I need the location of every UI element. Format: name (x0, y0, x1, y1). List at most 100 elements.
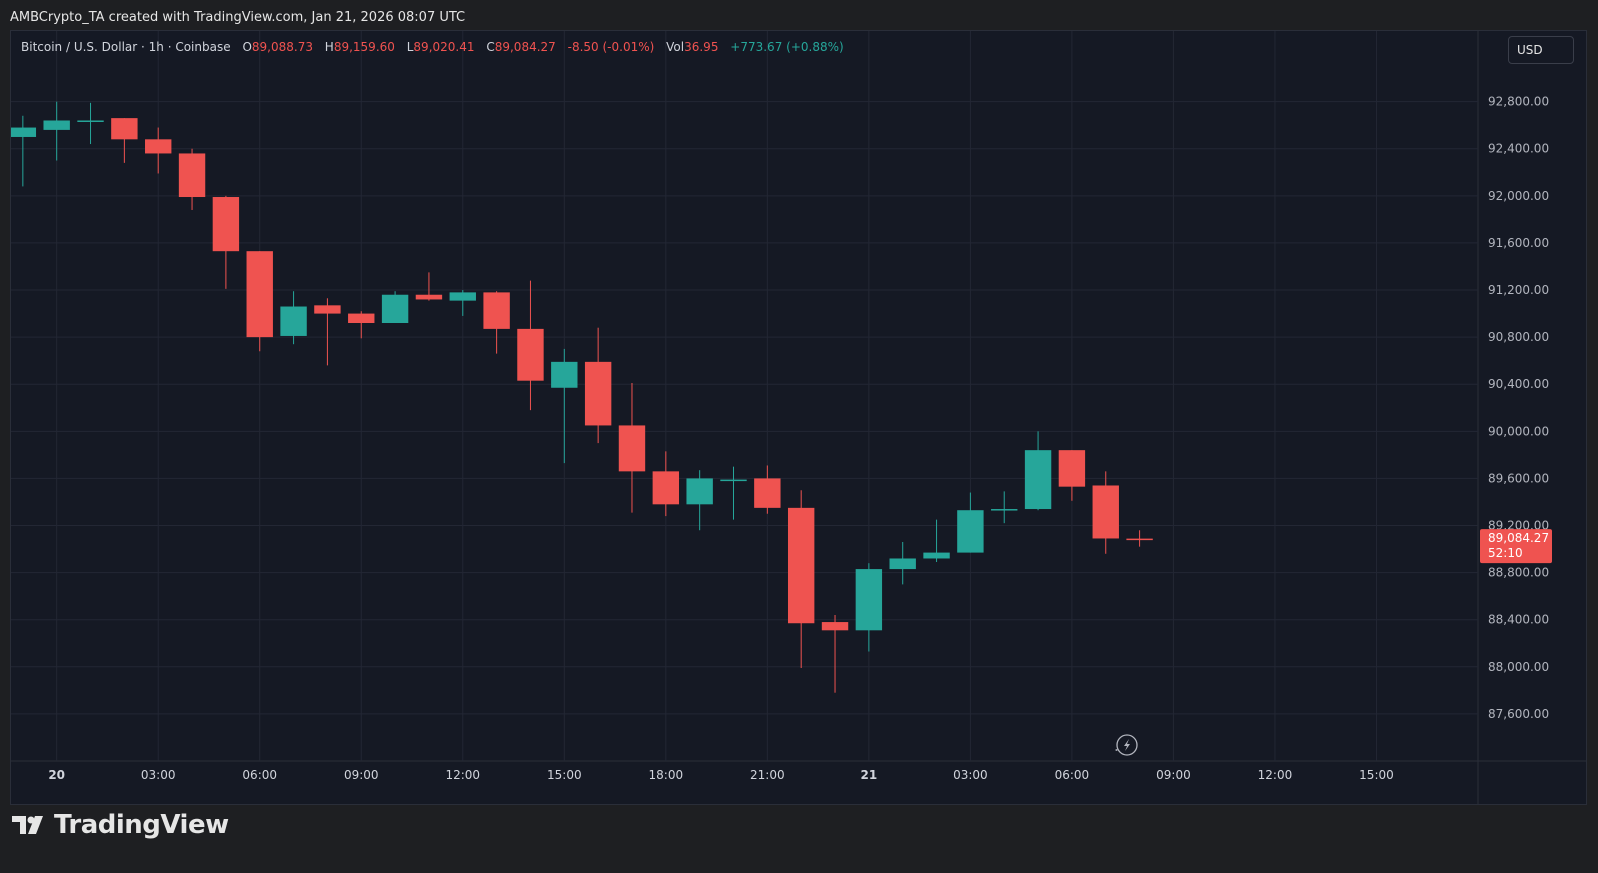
candle-body (381, 294, 409, 323)
price-tick-label: 92,800.00 (1488, 95, 1549, 109)
candle-body (517, 328, 544, 381)
low-value: 89,020.41 (413, 40, 475, 54)
time-axis[interactable]: 20 03:00 06:00 09:00 12:00 15:00 18:00 21:00 21 0… (48, 768, 1393, 782)
candle (855, 563, 883, 652)
close-label: C (486, 40, 495, 54)
volume-value: 36.95 (684, 40, 719, 54)
candle-body (855, 569, 883, 631)
candle (1058, 450, 1086, 501)
chart-attribution: AMBCrypto_TA created with TradingView.co… (10, 10, 466, 25)
candle (652, 451, 680, 517)
open-label: O (242, 40, 252, 54)
candle-body (77, 120, 104, 122)
candle-body (178, 153, 206, 198)
candle (517, 280, 544, 411)
price-tick-label: 92,400.00 (1488, 142, 1549, 156)
lightning-icon[interactable] (1115, 734, 1138, 756)
time-tick-label: 21:00 (750, 768, 785, 782)
price-tick-label: 90,400.00 (1488, 377, 1549, 391)
price-change: -8.50 (-0.01%) (567, 40, 655, 54)
candlestick-chart[interactable]: 87,600.00 88,000.00 88,400.00 88,800.00 89,2… (11, 31, 1587, 805)
low-label: L (406, 40, 414, 54)
candle (415, 272, 443, 301)
candle (754, 465, 781, 514)
time-tick-label: 09:00 (344, 768, 379, 782)
grid-lines (11, 31, 1586, 804)
last-price-box (1480, 529, 1552, 564)
candle-body (348, 313, 375, 323)
candle (584, 327, 612, 444)
price-tick-label: 91,200.00 (1488, 283, 1549, 297)
candle-body (111, 118, 138, 140)
last-price-value: 89,084.27 (1488, 531, 1549, 545)
candle-body (1126, 538, 1153, 541)
time-tick-label: 03:00 (953, 768, 988, 782)
time-tick-label: 12:00 (1258, 768, 1293, 782)
chart-panel[interactable]: 87,600.00 88,000.00 88,400.00 88,800.00 89,2… (10, 30, 1587, 805)
candle (178, 148, 206, 210)
time-tick-label: 06:00 (1055, 768, 1090, 782)
volume-label: Vol (666, 40, 685, 54)
candle (787, 490, 815, 668)
candle (449, 290, 476, 316)
candles (11, 101, 1153, 693)
candle-body (991, 509, 1018, 511)
time-tick-label: 15:00 (1359, 768, 1394, 782)
candle-body (618, 425, 646, 472)
price-tick-label: 90,800.00 (1488, 330, 1549, 344)
candle-body (923, 552, 950, 559)
candle-body (551, 361, 578, 388)
candle (720, 466, 747, 520)
candle (145, 127, 172, 174)
candle (1092, 471, 1119, 554)
time-tick-label: 12:00 (445, 768, 480, 782)
candle (43, 101, 70, 161)
high-value: 89,159.60 (333, 40, 395, 54)
open-value: 89,088.73 (251, 40, 313, 54)
symbol-legend: Bitcoin / U.S. Dollar · 1h · Coinbase O8… (21, 40, 844, 54)
currency-button[interactable]: USD (1508, 36, 1574, 64)
candle-body (314, 305, 341, 314)
time-tick-label: 03:00 (141, 768, 176, 782)
candle (212, 195, 240, 289)
candle (1126, 530, 1153, 547)
candle (77, 102, 104, 145)
time-tick-label: 21 (861, 768, 878, 782)
candle (280, 291, 307, 345)
candle (483, 291, 510, 354)
candle-body (1092, 485, 1119, 539)
price-axis[interactable]: 87,600.00 88,000.00 88,400.00 88,800.00 89,2… (1488, 95, 1549, 721)
tradingview-logo[interactable]: TradingView (12, 810, 229, 840)
candle-body (43, 120, 70, 130)
price-tick-label: 88,800.00 (1488, 566, 1549, 580)
candle (314, 298, 341, 366)
candle (11, 115, 37, 187)
candle-body (584, 361, 612, 426)
candle-body (483, 292, 510, 329)
price-tick-label: 91,600.00 (1488, 236, 1549, 250)
candle-body (11, 127, 37, 137)
volume-change: +773.67 (+0.88%) (730, 40, 844, 54)
symbol-name[interactable]: Bitcoin / U.S. Dollar · 1h · Coinbase (21, 40, 231, 54)
candle (1024, 431, 1052, 511)
time-tick-label: 15:00 (547, 768, 582, 782)
tradingview-logo-icon (12, 816, 43, 834)
candle-body (686, 478, 713, 505)
last-price-countdown: 52:10 (1488, 546, 1523, 560)
candle-body (246, 251, 273, 338)
brand-name: TradingView (54, 810, 229, 840)
candle (348, 311, 375, 339)
price-tick-label: 89,200.00 (1488, 519, 1549, 533)
time-tick-label: 09:00 (1156, 768, 1191, 782)
price-tick-label: 88,400.00 (1488, 613, 1549, 627)
candle-body (957, 510, 984, 553)
candle (618, 383, 646, 513)
candle-body (652, 471, 680, 505)
candle (889, 542, 916, 585)
price-tick-label: 90,000.00 (1488, 424, 1549, 438)
price-tick-label: 89,600.00 (1488, 471, 1549, 485)
close-value: 89,084.27 (494, 40, 556, 54)
price-tick-label: 92,000.00 (1488, 189, 1549, 203)
candle-body (720, 479, 747, 482)
